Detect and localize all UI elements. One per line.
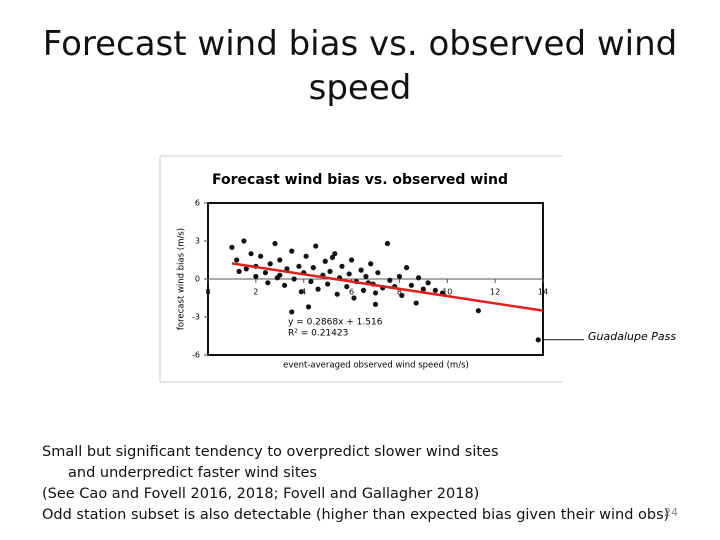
point [274,275,280,281]
body-line: Small but significant tendency to overpr… [42,444,499,460]
x-axis-label: event-averaged observed wind speed (m/s) [283,361,469,371]
y-axis-label: forecast wind bias (m/s) [177,228,187,330]
page-number: 24 [664,506,678,519]
point [339,263,345,269]
point [475,308,481,314]
point [360,287,367,293]
body-line: (See Cao and Fovell 2016, 2018; Fovell a… [42,486,480,502]
point [415,275,422,281]
equation: y = 0.2868x + 1.516 [288,318,383,328]
point [243,266,249,272]
x-tick-label: 2 [253,288,258,297]
point [289,309,295,315]
point [408,282,414,288]
point [363,273,369,280]
point [325,281,331,287]
point [420,286,426,292]
point [281,282,288,288]
point [332,251,338,257]
point [305,304,312,310]
point [413,300,419,306]
point [372,301,379,307]
point [322,258,328,264]
point [375,270,381,276]
point [236,268,242,274]
point [351,295,357,301]
point [298,289,304,295]
point [425,280,431,286]
point [291,276,297,282]
point [432,287,438,293]
point [265,280,271,286]
y-tick-label: 3 [195,237,200,246]
point [327,268,333,274]
point [368,261,374,267]
x-tick-label: 10 [442,288,452,297]
y-tick-label: 6 [195,199,200,208]
y-tick-label: -6 [192,351,200,360]
point [396,273,403,280]
point [234,257,240,263]
point [272,240,278,247]
point [248,251,254,257]
point [308,278,314,285]
body-line: Odd station subset is also detectable (h… [42,507,670,523]
x-tick-label: 0 [205,288,210,297]
x-tick-label: 8 [397,288,402,297]
point [372,290,379,296]
point [289,248,295,254]
slide-title: Forecast wind bias vs. observed wind spe… [42,24,678,108]
point [535,337,541,343]
point [344,284,350,290]
point [253,273,259,280]
x-tick-label: 6 [349,288,354,297]
point [334,291,340,297]
point [262,270,269,276]
point [267,261,273,267]
point [404,265,410,271]
x-tick-label: 12 [490,288,500,297]
y-tick-label: 0 [195,275,200,284]
r-squared: R² = 0.21423 [288,329,348,339]
point [277,257,283,263]
point [313,243,319,249]
point [329,254,336,261]
point [241,238,247,244]
body-line: and underpredict faster wind sites [68,465,317,481]
trendline [231,262,544,312]
x-tick-label: 14 [538,288,548,297]
point [229,244,235,250]
point [310,265,316,271]
point [284,266,290,272]
point [358,267,364,273]
annotation: Guadalupe Pass [588,330,676,343]
point [346,271,352,277]
point [387,277,393,283]
point [303,253,309,259]
point [384,240,391,247]
point [348,257,355,263]
chart-title: Forecast wind bias vs. observed wind [212,172,508,188]
point [399,292,405,299]
point [258,253,264,259]
point [315,286,321,292]
y-tick-label: -3 [192,313,200,322]
point [296,263,302,269]
body-text: Small but significant tendency to overpr… [42,442,669,526]
